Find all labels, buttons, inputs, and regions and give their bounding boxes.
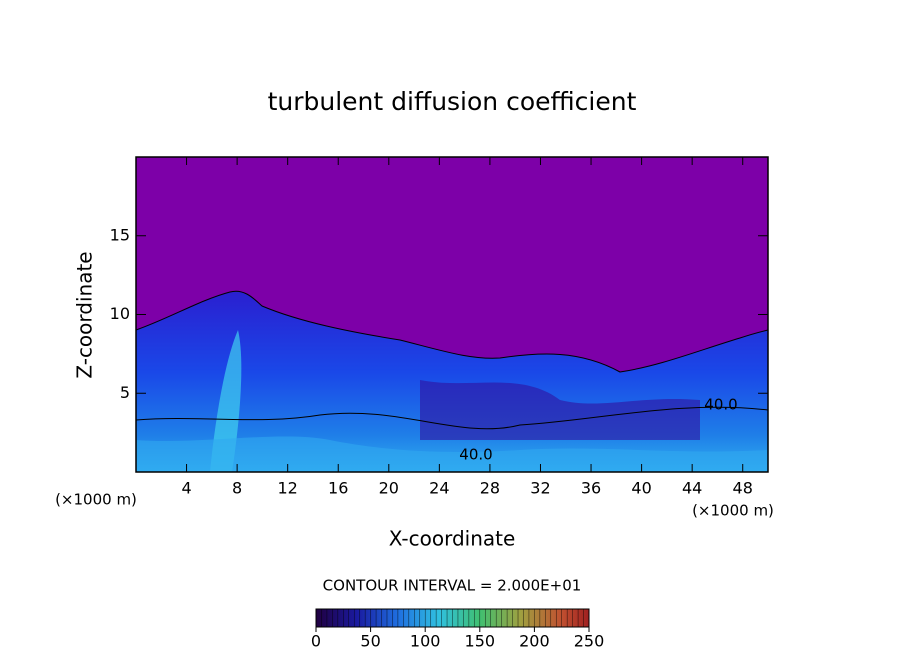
x-tick-label: 12: [278, 479, 298, 498]
field-streak: [136, 436, 768, 472]
y-unit: (×1000 m): [55, 491, 137, 509]
field-patch: [420, 380, 700, 440]
chart-title: turbulent diffusion coefficient: [268, 87, 637, 116]
y-axis-label: Z-coordinate: [73, 251, 97, 378]
colorbar-tick-label: 250: [574, 632, 605, 651]
field-streak: [210, 330, 242, 472]
x-tick-label: 16: [328, 479, 348, 498]
x-axis-label: X-coordinate: [389, 527, 516, 551]
colorbar-tick-label: 150: [465, 632, 496, 651]
x-tick-label: 36: [581, 479, 601, 498]
y-tick-label: 5: [120, 383, 130, 402]
colorbar-tick-label: 100: [410, 632, 441, 651]
x-tick-label: 32: [530, 479, 550, 498]
contour-interval: CONTOUR INTERVAL = 2.000E+01: [323, 577, 582, 595]
x-tick-label: 40: [631, 479, 651, 498]
x-unit: (×1000 m): [692, 502, 774, 520]
x-tick-label: 44: [682, 479, 702, 498]
x-tick-label: 24: [429, 479, 449, 498]
colorbar-tick-label: 200: [519, 632, 550, 651]
x-tick-label: 8: [232, 479, 242, 498]
x-tick-label: 48: [733, 479, 753, 498]
colorbar-tick-label: 0: [311, 632, 321, 651]
field: 40.0 40.0: [135, 156, 769, 473]
x-tick-label: 4: [181, 479, 191, 498]
contour-label: 40.0: [459, 446, 492, 464]
contour-line: [135, 290, 769, 373]
y-tick-label: 15: [110, 225, 130, 244]
y-tick-label: 10: [110, 304, 130, 323]
contour-label: 40.0: [704, 396, 737, 414]
x-tick-label: 28: [480, 479, 500, 498]
colorbar-tick-label: 50: [360, 632, 380, 651]
x-tick-label: 20: [379, 479, 399, 498]
contour-line: [135, 406, 769, 430]
